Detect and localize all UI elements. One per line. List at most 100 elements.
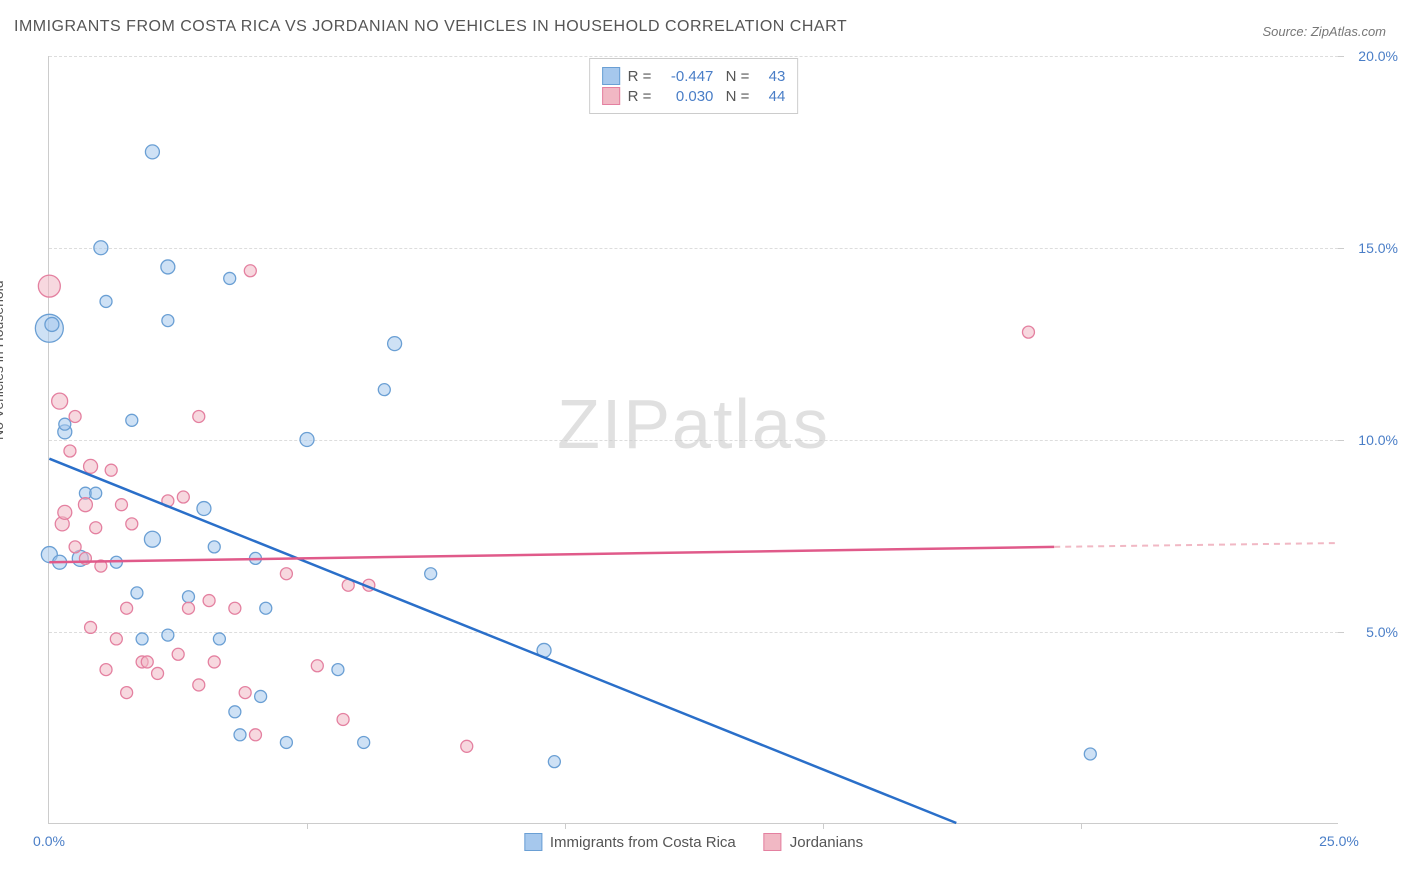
data-point [280, 568, 292, 580]
plot-area: ZIPatlas R = -0.447 N = 43 R = 0.030 N =… [48, 56, 1338, 824]
data-point [1022, 326, 1034, 338]
y-tick-label: 20.0% [1358, 48, 1398, 64]
data-point [162, 629, 174, 641]
y-tick-label: 10.0% [1358, 432, 1398, 448]
data-point [136, 633, 148, 645]
source-label: Source: ZipAtlas.com [1262, 24, 1386, 39]
legend-n-label: N = [721, 68, 749, 85]
data-point [208, 541, 220, 553]
data-point [548, 756, 560, 768]
legend-n-val-1: 43 [757, 68, 785, 85]
data-point [69, 541, 81, 553]
data-point [1084, 748, 1096, 760]
data-point [126, 414, 138, 426]
data-point [311, 660, 323, 672]
data-point [58, 505, 72, 519]
legend-r-val-2: 0.030 [659, 88, 713, 105]
legend-item-1: Immigrants from Costa Rica [524, 833, 736, 851]
legend-r-label: R = [628, 88, 652, 105]
data-point [121, 687, 133, 699]
data-point [280, 736, 292, 748]
data-point [244, 265, 256, 277]
legend-swatch-1 [602, 67, 620, 85]
x-tick-label: 25.0% [1319, 833, 1359, 849]
chart-title: IMMIGRANTS FROM COSTA RICA VS JORDANIAN … [14, 18, 847, 36]
legend-r-val-1: -0.447 [659, 68, 713, 85]
legend-stats: R = -0.447 N = 43 R = 0.030 N = 44 [589, 58, 799, 114]
data-point [115, 499, 127, 511]
y-tick-label: 5.0% [1366, 624, 1398, 640]
data-point [100, 295, 112, 307]
data-point [105, 464, 117, 476]
data-point [52, 393, 68, 409]
regression-extension [1054, 543, 1337, 547]
data-point [203, 595, 215, 607]
legend-swatch-b1 [524, 833, 542, 851]
data-point [249, 729, 261, 741]
x-tick-label: 0.0% [33, 833, 65, 849]
data-point [300, 433, 314, 447]
data-point [131, 587, 143, 599]
data-point [145, 145, 159, 159]
data-point [208, 656, 220, 668]
regression-line [49, 459, 956, 823]
data-point [182, 591, 194, 603]
legend-n-val-2: 44 [757, 88, 785, 105]
legend-label-1: Immigrants from Costa Rica [550, 834, 736, 851]
y-axis-label: No Vehicles in Household [0, 280, 6, 440]
data-point [161, 260, 175, 274]
legend-row-2: R = 0.030 N = 44 [602, 87, 786, 105]
data-point [234, 729, 246, 741]
legend-row-1: R = -0.447 N = 43 [602, 67, 786, 85]
data-point [224, 272, 236, 284]
y-tick-label: 15.0% [1358, 240, 1398, 256]
data-point [144, 531, 160, 547]
data-point [90, 522, 102, 534]
data-point [141, 656, 153, 668]
legend-r-label: R = [628, 68, 652, 85]
data-point [69, 410, 81, 422]
legend-series: Immigrants from Costa Rica Jordanians [524, 833, 863, 851]
data-point [85, 621, 97, 633]
data-point [84, 459, 98, 473]
data-point [260, 602, 272, 614]
data-point [177, 491, 189, 503]
data-point [90, 487, 102, 499]
data-point [182, 602, 194, 614]
data-point [162, 315, 174, 327]
data-point [110, 633, 122, 645]
data-point [100, 664, 112, 676]
data-point [152, 667, 164, 679]
legend-label-2: Jordanians [790, 834, 863, 851]
data-point [461, 740, 473, 752]
data-point [38, 275, 60, 297]
data-point [121, 602, 133, 614]
data-point [172, 648, 184, 660]
data-point [337, 713, 349, 725]
chart-container: IMMIGRANTS FROM COSTA RICA VS JORDANIAN … [0, 0, 1406, 892]
legend-swatch-b2 [764, 833, 782, 851]
data-point [229, 602, 241, 614]
chart-svg [49, 56, 1338, 823]
data-point [358, 736, 370, 748]
data-point [229, 706, 241, 718]
data-point [193, 410, 205, 422]
legend-n-label: N = [721, 88, 749, 105]
data-point [388, 337, 402, 351]
data-point [193, 679, 205, 691]
data-point [197, 502, 211, 516]
data-point [378, 384, 390, 396]
regression-line [49, 547, 1054, 562]
data-point [45, 317, 59, 331]
data-point [213, 633, 225, 645]
data-point [78, 498, 92, 512]
data-point [239, 687, 251, 699]
data-point [255, 690, 267, 702]
data-point [64, 445, 76, 457]
legend-swatch-2 [602, 87, 620, 105]
data-point [126, 518, 138, 530]
data-point [332, 664, 344, 676]
data-point [94, 241, 108, 255]
legend-item-2: Jordanians [764, 833, 863, 851]
data-point [59, 418, 71, 430]
